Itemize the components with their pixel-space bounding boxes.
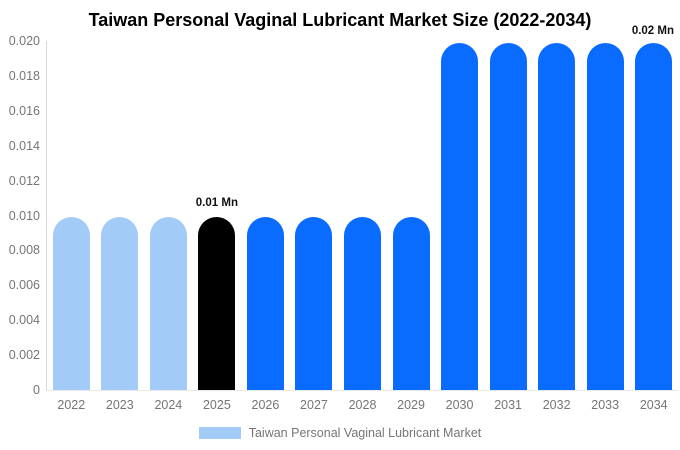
bar-2023[interactable] [101,217,139,390]
end-value-label: 0.02 Mn [631,25,674,37]
x-axis-label-2031: 2031 [494,398,523,412]
plot-area: 2022 2023 2024 2025 2026 2027 2028 2029 2030 2031… [47,41,678,412]
bar-2024[interactable] [149,217,187,390]
chart-title: Taiwan Personal Vaginal Lubricant Market… [88,10,592,30]
x-axis-label-2032: 2032 [542,398,571,412]
x-axis-label-2023: 2023 [105,398,134,412]
legend-item[interactable]: Taiwan Personal Vaginal Lubricant Market [198,426,482,440]
bar-2028[interactable] [344,217,381,390]
y-axis-label-0.014: 0.014 [8,138,40,153]
x-axis-label-2024: 2024 [154,398,183,412]
y-axis-label-0.018: 0.018 [8,68,40,83]
bar-2027[interactable] [295,217,333,390]
x-axis-label-2029: 2029 [397,398,425,412]
y-axis-label-0.020: 0.020 [8,34,40,48]
y-axis-label-0.016: 0.016 [8,103,40,118]
x-axis-label-2034: 2034 [639,398,668,412]
y-axis-label-0.006: 0.006 [8,278,40,293]
bar-2033[interactable] [586,42,624,390]
x-axis-label-2028: 2028 [348,398,377,412]
y-axis-label-0.004: 0.004 [8,313,40,328]
x-axis-label-2030: 2030 [445,398,474,412]
y-axis-label-0.012: 0.012 [8,173,40,188]
y-axis-label-0.010: 0.010 [8,208,40,223]
bar-2022[interactable] [52,217,90,390]
bar-2025[interactable] [198,217,236,390]
legend-label: Taiwan Personal Vaginal Lubricant Market [248,426,482,440]
x-axis-label-2026: 2026 [251,398,280,412]
y-axis-label-0.008: 0.008 [8,243,40,258]
bar-2030[interactable] [441,42,479,390]
bar-2029[interactable] [392,217,430,390]
bar-2032[interactable] [538,42,576,390]
x-axis-label-2025: 2025 [202,398,231,412]
x-axis-label-2027: 2027 [300,398,328,412]
legend-swatch-icon [198,427,241,439]
legend: Taiwan Personal Vaginal Lubricant Market [0,426,680,440]
x-axis-label-2022: 2022 [57,398,86,412]
x-axis-line [46,390,678,391]
bar-2034[interactable] [635,42,673,390]
y-axis-line [46,41,47,390]
bar-2031[interactable] [489,42,527,390]
x-axis-label-2033: 2033 [591,398,620,412]
y-axis-label-0: 0 [33,383,40,397]
bar-2026[interactable] [246,217,284,390]
y-axis-label-0.002: 0.002 [8,348,40,363]
bar-value-label-2025: 0.01 Mn [195,197,238,210]
